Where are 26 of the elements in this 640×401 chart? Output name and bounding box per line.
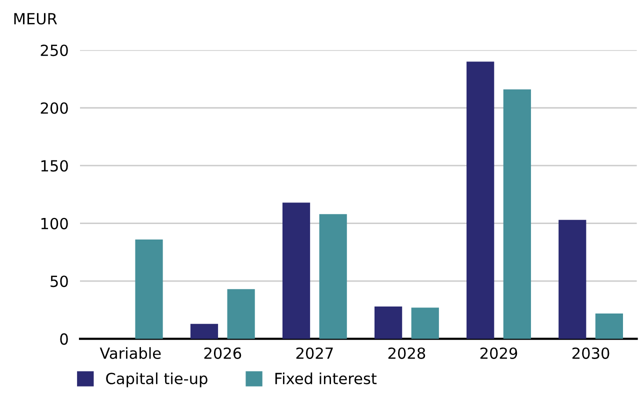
bar (135, 240, 163, 339)
y-tick-label: 150 (41, 160, 68, 172)
bar (190, 324, 218, 339)
y-tick-label: 250 (40, 44, 68, 56)
x-tick-label: 2027 (296, 347, 333, 360)
y-tick-label: 0 (60, 333, 68, 345)
y-axis-title: MEUR (14, 13, 57, 24)
bar (411, 308, 439, 339)
x-tick-label: 2029 (480, 347, 518, 360)
bar (319, 214, 347, 339)
x-tick-label: Variable (100, 347, 161, 360)
legend-label: Fixed interest (275, 372, 377, 384)
y-tick-label: 100 (41, 218, 68, 230)
y-tick-label: 200 (40, 102, 68, 114)
x-tick-label: 2030 (572, 347, 610, 360)
bar (282, 202, 310, 339)
legend-label: Capital tie-up (106, 372, 208, 388)
x-tick-label: 2026 (204, 347, 242, 360)
x-tick-label: 2028 (388, 347, 426, 360)
bar (503, 89, 531, 339)
bar (374, 306, 402, 339)
bar (595, 313, 623, 339)
bar (558, 220, 586, 339)
bar (227, 289, 255, 339)
y-tick-label: 50 (50, 276, 68, 288)
bar (466, 62, 494, 339)
